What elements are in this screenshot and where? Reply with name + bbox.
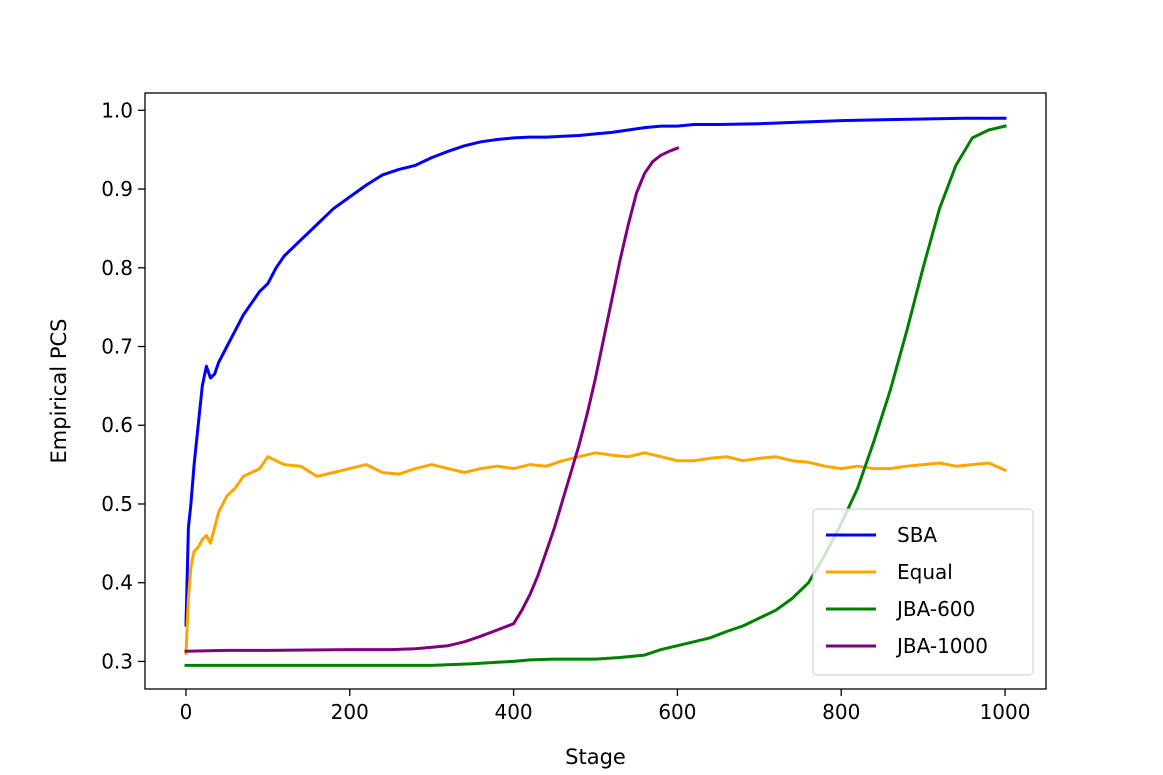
x-axis: 0 200 400 600 800 1000 bbox=[180, 689, 1031, 724]
x-tick-label: 600 bbox=[658, 700, 696, 724]
y-tick-label: 0.3 bbox=[101, 649, 133, 673]
y-tick-label: 0.6 bbox=[101, 413, 133, 437]
series-line-jba-600 bbox=[184, 124, 1007, 667]
series-layer bbox=[184, 116, 1007, 667]
y-axis-label: Empirical PCS bbox=[47, 319, 71, 464]
legend-label-jba-600: JBA-600 bbox=[895, 597, 975, 621]
legend-label-jba-1000: JBA-1000 bbox=[895, 634, 988, 658]
x-tick-label: 1000 bbox=[980, 700, 1031, 724]
series-line-sba bbox=[184, 116, 1007, 627]
plot-frame bbox=[144, 92, 1047, 690]
series-line-equal bbox=[184, 451, 1007, 656]
series-line-jba-1000 bbox=[184, 146, 680, 653]
y-tick-label: 0.4 bbox=[101, 571, 133, 595]
y-tick-label: 0.7 bbox=[101, 335, 133, 359]
x-tick-label: 400 bbox=[494, 700, 532, 724]
legend-box bbox=[812, 508, 1034, 676]
y-tick-label: 1.0 bbox=[101, 98, 133, 122]
y-tick-label: 0.9 bbox=[101, 177, 133, 201]
legend-label-equal: Equal bbox=[897, 560, 953, 584]
y-tick-label: 0.8 bbox=[101, 256, 133, 280]
y-axis: 0.3 0.4 0.5 0.6 0.7 0.8 0.9 1.0 bbox=[101, 98, 145, 673]
x-axis-label: Stage bbox=[565, 745, 626, 769]
legend-label-sba: SBA bbox=[897, 523, 937, 547]
legend: SBA Equal JBA-600 JBA-1000 bbox=[812, 508, 1034, 676]
y-tick-label: 0.5 bbox=[101, 492, 133, 516]
x-tick-label: 200 bbox=[331, 700, 369, 724]
x-tick-label: 800 bbox=[822, 700, 860, 724]
x-tick-label: 0 bbox=[180, 700, 193, 724]
